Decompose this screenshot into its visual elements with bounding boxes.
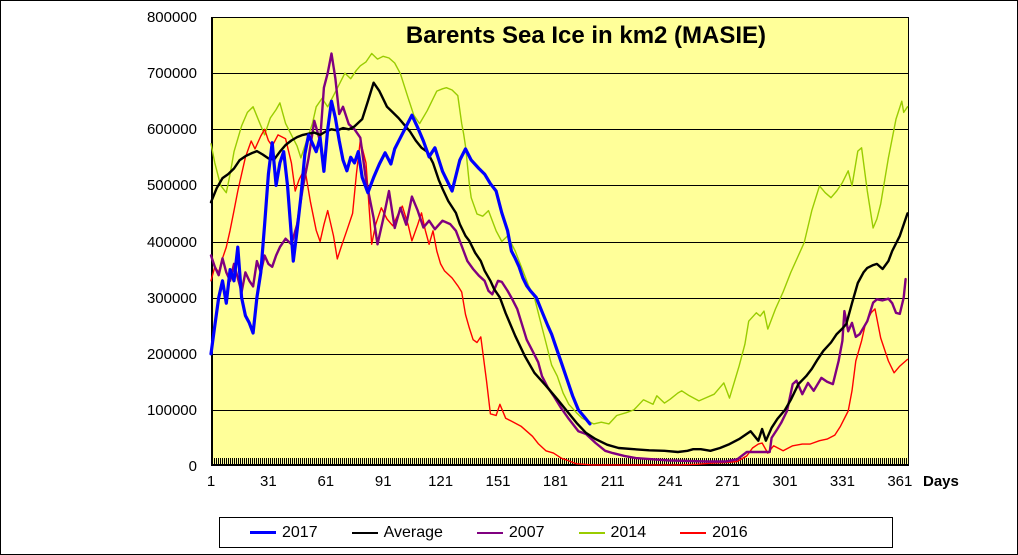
gridline [211,297,909,299]
legend-item-average: Average [351,523,443,542]
x-tick-label: 331 [829,473,855,490]
y-tick-label: 800000 [146,9,197,26]
series-line-2014 [210,52,909,425]
gridline [211,241,909,243]
legend-item-2014: 2014 [578,523,647,542]
gridline [211,73,909,75]
y-tick-label: 300000 [146,289,197,307]
gridline [211,129,909,131]
legend-label: 2017 [282,523,318,541]
x-tick-label: 151 [485,473,511,490]
legend-label: 2016 [712,523,748,541]
legend-swatch-icon [351,531,378,534]
legend-label: 2007 [508,523,545,541]
legend-item-2017: 2017 [250,524,318,542]
legend-item-2016: 2016 [680,524,748,542]
x-tick-label: 61 [317,473,335,490]
x-tick-label: 181 [542,473,568,490]
legend-label: 2014 [610,523,647,541]
x-tick-label: 301 [772,473,798,490]
x-tick-label: 91 [374,473,392,490]
y-tick-label: 500000 [146,177,197,195]
legend-label: Average [383,523,443,541]
chart-title: Barents Sea Ice in km2 (MASIE) [405,22,767,49]
gridline [211,409,909,411]
series-line-average [209,81,909,454]
series-line-2007 [209,52,907,463]
y-tick-label: 0 [188,458,197,475]
x-tick-label: 361 [887,473,913,490]
series-line-2017 [209,99,592,426]
y-tick-label: 700000 [146,65,197,83]
x-axis-title: Days [923,473,959,490]
x-tick-label: 241 [657,473,683,490]
x-tick-label: 31 [260,473,277,490]
series-line-2016 [210,128,909,466]
legend-swatch-icon [250,531,276,534]
x-tick-label: 121 [428,473,454,490]
x-tick-label: 1 [206,473,216,490]
gridline [211,185,909,187]
legend-swatch-icon [476,531,503,534]
legend-swatch-icon [578,531,605,534]
y-tick-label: 200000 [146,345,197,363]
legend-item-2007: 2007 [476,523,545,542]
legend-swatch-icon [680,531,707,534]
day-tick-strip [212,458,908,465]
x-tick-label: 271 [715,473,741,490]
y-tick-label: 600000 [146,121,197,139]
y-tick-label: 100000 [146,401,197,419]
legend: 2017 Average 2007 2014 2016 [219,517,893,548]
y-tick-label: 400000 [146,233,197,251]
x-tick-label: 211 [600,473,625,490]
